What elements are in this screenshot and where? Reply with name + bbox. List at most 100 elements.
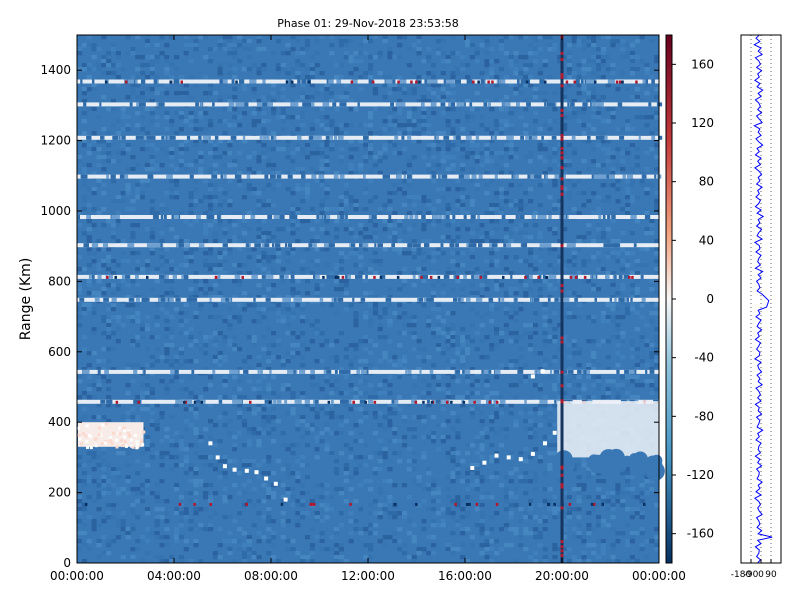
heatmap-cell [562,99,568,104]
heatmap-cell [91,151,97,156]
heatmap-cell [576,483,582,488]
heatmap-cell [629,271,636,276]
heatmap-cell [309,151,315,156]
heatmap-cell [300,435,306,440]
heatmap-cell [188,343,194,348]
heatmap-cell [232,223,238,228]
heatmap-cell [382,119,388,124]
heatmap-cell [203,263,209,268]
heatmap-cell [140,223,146,228]
heatmap-cell [392,167,398,172]
heatmap-cell [513,203,519,208]
heatmap-cell [401,143,408,148]
heatmap-cell [130,279,136,284]
heatmap-cell [654,259,660,264]
heatmap-cell [174,195,180,200]
heatmap-cell [169,415,175,420]
heatmap-cell [309,55,315,60]
heatmap-cell [416,251,422,256]
heatmap-cell [460,183,466,188]
heatmap-cell [77,47,83,52]
heatmap-cell [154,359,160,364]
heatmap-cell [392,123,398,128]
heatmap-cell [309,111,315,116]
heatmap-cell [154,147,160,152]
heatmap-cell [227,71,233,76]
heatmap-cell [455,467,461,472]
heatmap-cell [576,315,582,320]
heatmap-cell [600,47,606,52]
heatmap-cell [353,59,359,64]
heatmap-cell [188,75,194,80]
heatmap-cell [314,447,320,452]
heatmap-cell [401,251,408,256]
heatmap-cell [562,95,568,100]
heatmap-cell [431,223,437,228]
heatmap-cell [460,127,466,132]
heatmap-cell [465,59,471,64]
heatmap-cell [625,303,631,308]
heatmap-cell [338,283,345,288]
heatmap-cell [528,323,534,328]
heatmap-cell [101,459,107,464]
heatmap-cell [450,167,456,172]
heatmap-cell [591,367,597,372]
heatmap-cell [256,499,262,504]
heatmap-cell [106,403,112,408]
heatmap-cell [644,91,650,96]
heatmap-cell [106,227,112,232]
heatmap-cell [106,283,112,288]
heatmap-cell [149,155,155,160]
heatmap-cell [169,363,175,368]
heatmap-cell [479,463,485,468]
heatmap-cell [300,499,306,504]
heatmap-cell [620,71,626,76]
heatmap-cell [338,179,345,184]
heatmap-cell [494,83,500,88]
heatmap-cell [144,383,151,388]
heatmap-cell [489,139,495,144]
heatmap-cell [387,323,393,328]
heatmap-cell [86,235,92,240]
heatmap-cell [523,427,529,432]
heatmap-cell [532,83,539,88]
heatmap-cell [440,39,446,44]
heatmap-cell [528,479,534,484]
heatmap-cell [576,375,582,380]
heatmap-cell [144,479,151,484]
heatmap-cell [203,211,209,216]
heatmap-cell [140,367,146,372]
heatmap-cell [586,467,592,472]
heatmap-cell [178,147,184,152]
heatmap-cell [401,147,408,152]
heatmap-cell [605,319,611,324]
heatmap-cell [198,455,204,460]
heatmap-cell [537,35,543,40]
heatmap-cell [324,127,330,132]
heatmap-cell [426,87,432,92]
heatmap-cell [285,115,291,120]
heatmap-cell [256,355,262,360]
heatmap-cell [222,227,228,232]
heatmap-cell [343,419,349,424]
heatmap-cell [358,455,364,460]
heatmap-cell [532,51,539,56]
heatmap-cell [498,187,505,192]
heatmap-cell [261,127,267,132]
heatmap-cell [334,339,340,344]
heatmap-cell [314,435,320,440]
heatmap-cell [222,375,228,380]
heatmap-cell [484,491,490,496]
heatmap-cell [576,391,582,396]
heatmap-cell [241,463,248,468]
heatmap-cell [329,495,335,500]
heatmap-cell [562,127,568,132]
heatmap-cell [484,479,490,484]
heatmap-cell [406,283,412,288]
heatmap-cell [193,491,199,496]
heatmap-cell [261,111,267,116]
heatmap-cell [256,39,262,44]
heatmap-cell [125,259,131,264]
heatmap-cell [261,155,267,160]
heatmap-cell [125,407,131,412]
